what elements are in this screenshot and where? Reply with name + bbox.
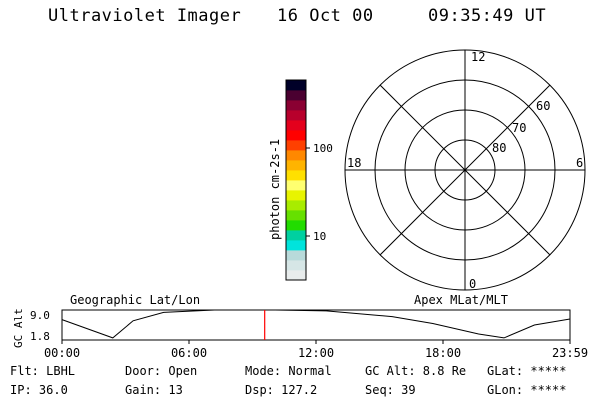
- lat-label-70: 70: [512, 121, 526, 135]
- timeline-xtick-label: 12:00: [298, 346, 334, 360]
- colorbar-segment: [286, 150, 306, 161]
- mlt-label-12: 12: [471, 50, 485, 64]
- mode-info: Mode: Normal: [245, 364, 332, 378]
- timeline-xtick-label: 06:00: [171, 346, 207, 360]
- colorbar-segment: [286, 120, 306, 131]
- timeline-xtick-label: 23:59: [552, 346, 588, 360]
- time-label: 09:35:49 UT: [428, 6, 547, 26]
- timeline-xtick-label: 00:00: [44, 346, 80, 360]
- colorbar-segment: [286, 90, 306, 101]
- gain-info: Gain: 13: [125, 383, 183, 397]
- gc-alt-info: GC Alt: 8.8 Re: [365, 364, 467, 378]
- timeline-left-title: Geographic Lat/Lon: [70, 293, 200, 307]
- colorbar-frame: [285, 79, 307, 281]
- seq-info: Seq: 39: [365, 383, 416, 397]
- colorbar-segment: [286, 270, 306, 281]
- polar-diagonal-2: [379, 84, 551, 256]
- door-info: Door: Open: [125, 364, 198, 378]
- colorbar-segment: [286, 210, 306, 221]
- colorbar-tick-label-10: 10: [313, 230, 326, 243]
- colorbar-segment: [286, 260, 306, 271]
- colorbar-segment: [286, 250, 306, 261]
- mlt-label-6: 6: [576, 156, 583, 170]
- ip-info: IP: 36.0: [10, 383, 68, 397]
- glon-info: GLon: *****: [487, 383, 567, 397]
- timeline-frame: [61, 309, 571, 341]
- colorbar-segment: [286, 80, 306, 91]
- colorbar-tick-label-100: 100: [313, 142, 333, 155]
- colorbar-segment: [286, 200, 306, 211]
- colorbar: [286, 80, 306, 281]
- colorbar-segment: [286, 190, 306, 201]
- dsp-info: Dsp: 127.2: [245, 383, 318, 397]
- polar-grid: [344, 49, 586, 291]
- timeline-ytick-9: 9.0: [30, 309, 50, 322]
- colorbar-segment: [286, 220, 306, 231]
- timeline-right-title: Apex MLat/MLT: [414, 293, 508, 307]
- timeline-xtick-label: 18:00: [425, 346, 461, 360]
- instrument-title: Ultraviolet Imager: [48, 6, 242, 26]
- colorbar-segment: [286, 130, 306, 141]
- timeline-xticks: 00:00 06:00 12:00 18:00 23:59: [44, 340, 588, 360]
- colorbar-segment: [286, 100, 306, 111]
- colorbar-segment: [286, 140, 306, 151]
- lat-label-80: 80: [492, 141, 506, 155]
- altitude-curve: [61, 309, 571, 339]
- colorbar-segment: [286, 230, 306, 241]
- colorbar-segment: [286, 110, 306, 121]
- mlt-label-18: 18: [347, 156, 361, 170]
- glat-info: GLat: *****: [487, 364, 567, 378]
- timeline-ytick-1-8: 1.8: [30, 330, 50, 343]
- timeline-ylabel: GC Alt: [12, 308, 25, 348]
- filter-info: Flt: LBHL: [10, 364, 76, 378]
- date-label: 16 Oct 00: [277, 6, 374, 26]
- colorbar-segment: [286, 160, 306, 171]
- lat-label-60: 60: [536, 99, 550, 113]
- colorbar-segment: [286, 180, 306, 191]
- colorbar-segment: [286, 170, 306, 181]
- mlt-label-0: 0: [469, 277, 476, 291]
- colorbar-segment: [286, 240, 306, 251]
- colorbar-unit-label: photon cm-2s-1: [268, 139, 282, 240]
